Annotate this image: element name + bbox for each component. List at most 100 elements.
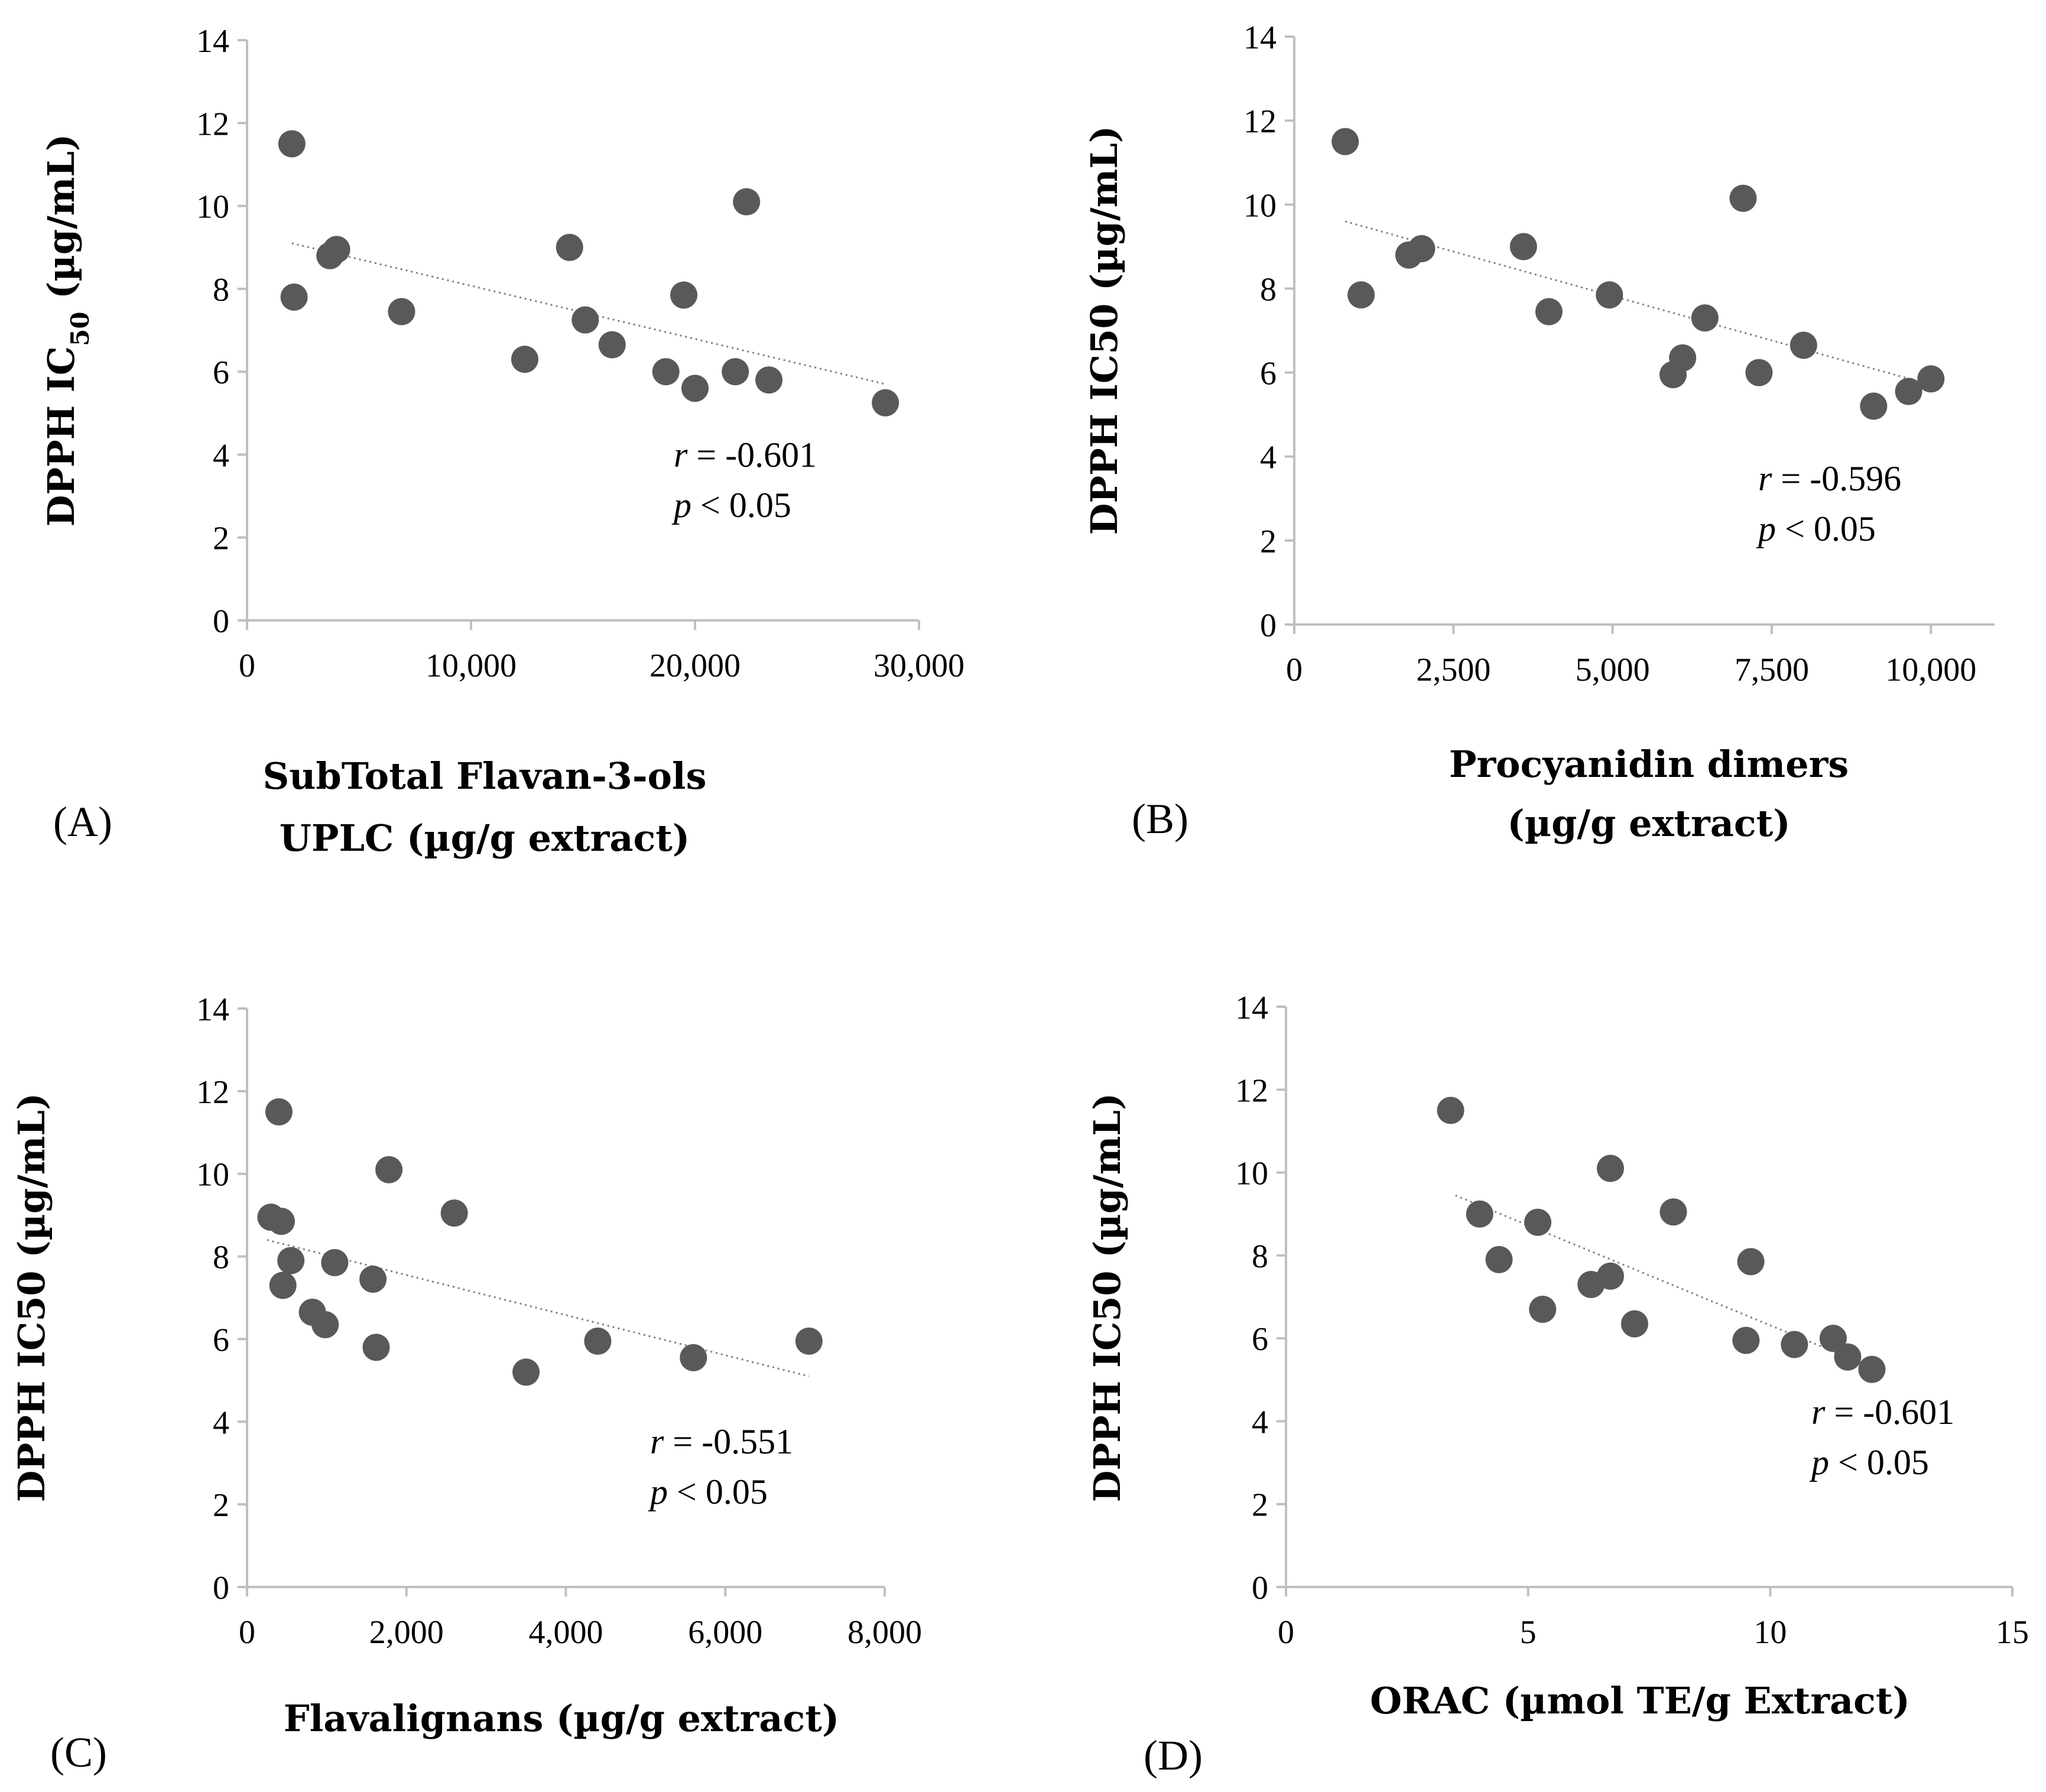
x-tick-label: 7,500 xyxy=(1735,652,1809,688)
data-point xyxy=(733,188,761,216)
x-tick-label: 20,000 xyxy=(649,648,741,684)
x-axis-title: (µg/g extract) xyxy=(1507,802,1790,845)
x-tick-label: 0 xyxy=(239,1614,255,1651)
trendline xyxy=(1344,220,1925,384)
data-point xyxy=(584,1327,612,1355)
y-tick-label: 12 xyxy=(196,106,229,142)
panel-label: (D) xyxy=(1144,1732,1203,1779)
data-point xyxy=(652,358,680,386)
data-point xyxy=(1917,365,1945,393)
y-tick-label: 6 xyxy=(213,1322,229,1358)
data-point xyxy=(1745,359,1773,386)
y-tick-label: 14 xyxy=(1243,19,1277,56)
y-tick-label: 10 xyxy=(1235,1156,1268,1192)
data-point xyxy=(1437,1097,1464,1124)
p-value-annotation: p < 0.05 xyxy=(1756,509,1876,548)
y-tick-label: 14 xyxy=(196,23,229,60)
correlation-annotation: r = -0.596 xyxy=(1758,459,1901,498)
y-tick-label: 10 xyxy=(196,189,229,226)
data-point xyxy=(265,1098,293,1126)
data-point xyxy=(277,1247,305,1274)
data-point xyxy=(872,389,899,417)
chart-panel-2: 0 2 4 6 8 10 12 14 0 2,000 4,000 6,000 8,000 DPPH IC5… xyxy=(10,991,922,1776)
data-point xyxy=(278,130,306,158)
data-point xyxy=(1659,1198,1687,1226)
data-point xyxy=(1535,298,1563,326)
panel-label: (A) xyxy=(53,798,112,845)
x-tick-label: 0 xyxy=(239,648,255,684)
y-tick-label: 8 xyxy=(1260,271,1277,308)
data-point xyxy=(1485,1245,1513,1273)
y-tick-label: 6 xyxy=(213,355,229,391)
y-tick-label: 0 xyxy=(1252,1570,1268,1606)
data-point xyxy=(1596,1262,1624,1290)
data-point xyxy=(280,283,308,311)
y-tick-label: 12 xyxy=(1235,1072,1268,1109)
y-tick-label: 12 xyxy=(1243,103,1277,140)
panel-label: (C) xyxy=(50,1729,107,1776)
x-tick-label: 10 xyxy=(1753,1614,1787,1651)
x-tick-label: 2,000 xyxy=(369,1614,444,1651)
x-tick-label: 6,000 xyxy=(688,1614,762,1651)
data-point xyxy=(1347,281,1375,309)
x-axis-title: SubTotal Flavan-3-ols xyxy=(263,754,707,798)
y-tick-label: 10 xyxy=(1243,187,1277,224)
y-tick-label: 2 xyxy=(1260,523,1277,560)
data-point xyxy=(1790,331,1817,359)
y-tick-label: 14 xyxy=(196,991,229,1028)
p-value-annotation: p < 0.05 xyxy=(1809,1443,1929,1482)
data-point xyxy=(375,1156,403,1183)
data-point xyxy=(680,1344,707,1371)
y-tick-label: 2 xyxy=(1252,1487,1268,1524)
data-point xyxy=(1524,1208,1552,1236)
data-point xyxy=(1732,1326,1760,1354)
x-tick-label: 8,000 xyxy=(847,1614,922,1651)
data-point xyxy=(681,375,709,402)
x-tick-label: 5,000 xyxy=(1576,652,1650,688)
data-point xyxy=(1596,1154,1624,1182)
data-point xyxy=(1596,281,1623,309)
y-tick-label: 2 xyxy=(213,521,229,557)
data-point xyxy=(1408,235,1436,262)
y-tick-label: 12 xyxy=(196,1074,229,1111)
y-tick-label: 10 xyxy=(196,1157,229,1193)
y-tick-label: 0 xyxy=(213,603,229,640)
correlation-annotation: r = -0.551 xyxy=(650,1422,793,1461)
y-tick-label: 4 xyxy=(213,1404,229,1441)
data-point xyxy=(1669,344,1697,372)
x-tick-label: 5 xyxy=(1520,1614,1537,1651)
correlation-annotation: r = -0.601 xyxy=(1811,1393,1954,1432)
data-point xyxy=(1858,1355,1886,1383)
correlation-annotation: r = -0.601 xyxy=(674,435,817,474)
data-point xyxy=(670,281,698,309)
data-point xyxy=(323,236,350,264)
p-value-annotation: p < 0.05 xyxy=(671,486,791,525)
data-point xyxy=(311,1310,339,1338)
y-tick-label: 0 xyxy=(1260,607,1277,644)
data-point xyxy=(511,346,538,373)
y-axis-title: DPPH IC50 (µg/mL) xyxy=(40,134,95,527)
data-point xyxy=(362,1334,390,1361)
data-point xyxy=(269,1271,297,1299)
trendline xyxy=(267,1239,810,1377)
data-point xyxy=(1729,184,1757,212)
x-tick-label: 2,500 xyxy=(1416,652,1490,688)
data-point xyxy=(388,298,415,326)
y-tick-label: 4 xyxy=(1252,1404,1268,1440)
x-tick-label: 4,000 xyxy=(529,1614,603,1651)
data-point xyxy=(795,1327,823,1355)
y-tick-label: 8 xyxy=(213,1240,229,1276)
x-axis-title: UPLC (µg/g extract) xyxy=(280,817,690,860)
x-tick-label: 10,000 xyxy=(426,648,517,684)
data-point xyxy=(1737,1248,1765,1276)
data-point xyxy=(1819,1325,1847,1352)
x-axis-title: Procyanidin dimers xyxy=(1449,743,1849,786)
data-point xyxy=(1466,1200,1493,1228)
data-point xyxy=(1509,233,1537,261)
data-point xyxy=(1895,378,1922,405)
data-point xyxy=(598,331,626,359)
y-tick-label: 0 xyxy=(213,1570,229,1606)
chart-panel-3: 0 2 4 6 8 10 12 14 0 5 10 15 DPPH IC50 (µg/mL) ORAC (… xyxy=(1086,990,2029,1779)
y-tick-label: 6 xyxy=(1252,1321,1268,1358)
